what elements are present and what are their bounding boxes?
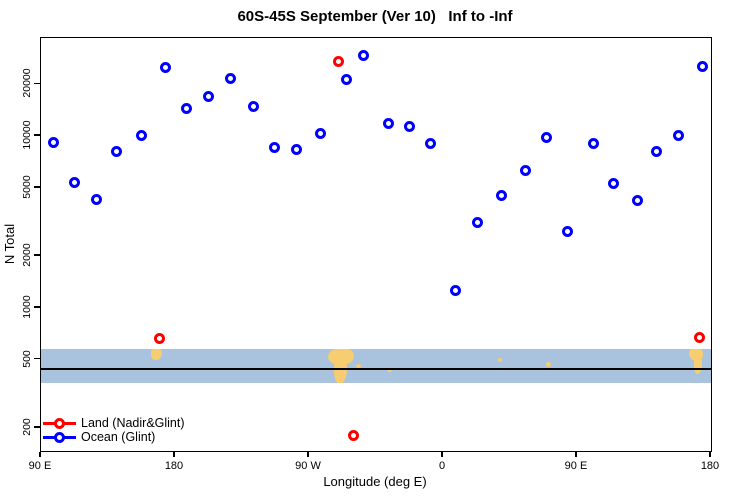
new-zealand-east-tail-landmass: [694, 357, 702, 375]
ocean-point: [180, 103, 192, 115]
falkland-islands-landmass: [356, 364, 361, 369]
ocean-point: [358, 49, 370, 61]
x-tick-mark: [709, 451, 711, 457]
x-tick-mark: [575, 451, 577, 457]
ocean-point: [403, 120, 415, 132]
y-tick-mark: [34, 357, 40, 360]
ocean-point: [608, 178, 620, 190]
y-tick-label: 500: [21, 349, 33, 368]
ocean-point: [496, 190, 508, 202]
land-point: [154, 333, 166, 345]
y-tick-mark: [34, 186, 40, 188]
ocean-point: [472, 216, 484, 228]
y-tick-label: 10000: [21, 120, 33, 150]
y-tick-label: 5000: [21, 175, 33, 199]
y-tick-mark: [34, 82, 40, 85]
chart-title: 60S-45S September (Ver 10) Inf to -Inf: [237, 8, 513, 25]
ocean-point: [68, 176, 80, 188]
ocean-point: [540, 131, 552, 143]
x-tick-mark: [173, 451, 175, 457]
plot-area: Land (Nadir&Glint) Ocean (Glint): [40, 37, 712, 452]
ocean-point: [424, 137, 436, 149]
legend-circle-marker: [54, 432, 65, 443]
y-tick-mark: [34, 306, 40, 308]
land-point: [332, 55, 344, 67]
ocean-point: [341, 74, 353, 86]
ocean-point: [383, 118, 395, 130]
x-tick-label: 90 E: [28, 460, 52, 472]
ocean-point: [519, 164, 531, 176]
ocean-point: [159, 61, 171, 73]
y-tick-mark: [34, 254, 40, 256]
ocean-point: [136, 129, 148, 141]
ocean-point: [314, 128, 326, 140]
ocean-point: [111, 146, 123, 158]
y-axis-label: N Total: [2, 223, 17, 265]
x-tick-label: 90 W: [295, 460, 321, 472]
legend-label: Ocean (Glint): [81, 430, 156, 444]
x-tick-mark: [307, 451, 309, 457]
y-tick-label: 20000: [21, 68, 33, 98]
ocean-point: [631, 195, 643, 207]
y-tick-mark: [34, 134, 40, 136]
world-map-strip: [41, 349, 711, 384]
y-tick-label: 2000: [21, 243, 33, 267]
legend-circle-marker: [54, 418, 65, 429]
ocean-point: [449, 285, 461, 297]
ocean-point: [225, 73, 237, 85]
patagonia-tail-landmass: [334, 357, 347, 384]
ocean-point: [290, 143, 302, 155]
x-axis-label: Longitude (deg E): [323, 474, 427, 489]
marion-island-landmass: [498, 358, 502, 363]
land-point: [694, 332, 706, 344]
y-tick-label: 200: [21, 418, 33, 436]
x-tick-label: 180: [700, 460, 720, 472]
ocean-point: [268, 141, 280, 153]
x-tick-mark: [441, 451, 443, 457]
ocean-point: [91, 193, 103, 205]
land-point: [347, 430, 359, 442]
reference-line: [41, 368, 711, 370]
ocean-point: [203, 91, 215, 103]
ocean-point: [561, 225, 573, 237]
ocean-point: [247, 101, 259, 113]
ocean-point: [651, 146, 663, 158]
x-tick-label: 180: [164, 460, 184, 472]
x-tick-mark: [39, 451, 41, 457]
ocean-point: [588, 137, 600, 149]
y-tick-label: 1000: [21, 295, 33, 319]
ocean-point: [696, 60, 708, 72]
new-zealand-west-landmass: [151, 349, 162, 361]
y-tick-mark: [34, 426, 40, 428]
legend-label: Land (Nadir&Glint): [81, 416, 185, 430]
ocean-point: [673, 129, 685, 141]
south-georgia-landmass: [387, 368, 392, 373]
kerguelen-landmass: [546, 362, 551, 368]
ocean-point: [48, 136, 60, 148]
x-tick-label: 90 E: [564, 460, 588, 472]
x-tick-label: 0: [438, 460, 446, 472]
